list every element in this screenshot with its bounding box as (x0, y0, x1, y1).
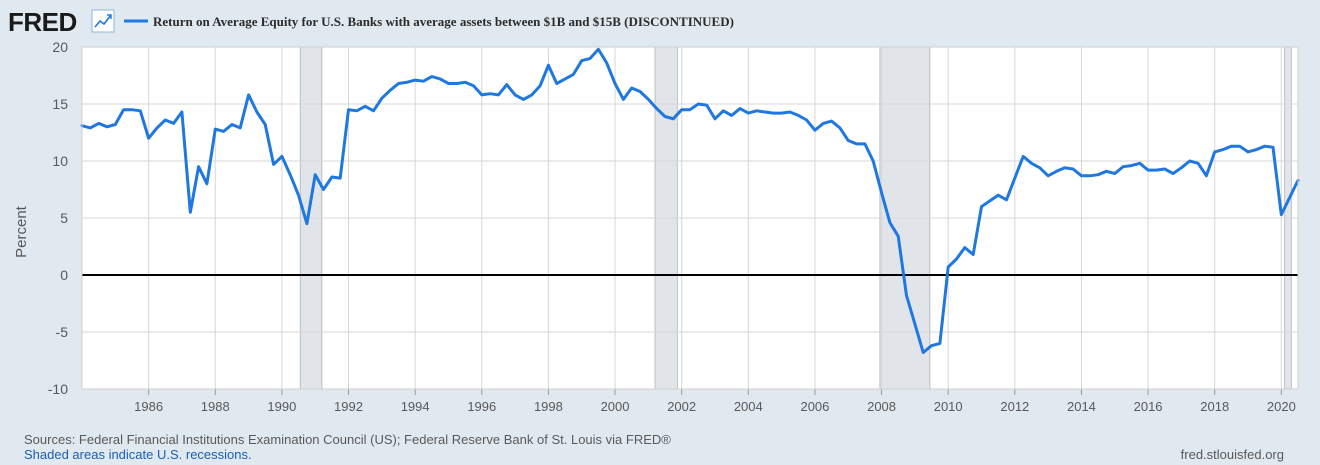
x-tick-label: 1986 (134, 399, 163, 414)
x-tick-label: 2004 (734, 399, 763, 414)
x-tick-label: 2000 (601, 399, 630, 414)
y-tick-label: 15 (52, 96, 68, 112)
x-tick-label: 2010 (934, 399, 963, 414)
site-link[interactable]: fred.stlouisfed.org (1180, 447, 1284, 462)
y-tick-label: -5 (56, 324, 69, 340)
x-tick-label: 1990 (267, 399, 296, 414)
y-axis-ticks: -10 -5 0 5 10 15 20 (48, 39, 68, 397)
y-axis-label: Percent (13, 205, 30, 258)
y-tick-label: 5 (60, 210, 68, 226)
x-tick-label: 2020 (1267, 399, 1296, 414)
plot-border (81, 46, 1299, 390)
x-tick-label: 2012 (1000, 399, 1029, 414)
x-tick-label: 2008 (867, 399, 896, 414)
x-tick-label: 1994 (401, 399, 430, 414)
x-tick-label: 1988 (201, 399, 230, 414)
sources-note: Sources: Federal Financial Institutions … (24, 432, 671, 447)
x-axis-ticks: 1986 1988 1990 1992 1994 1996 1998 2000 2002 2004… (134, 389, 1296, 414)
x-tick-label: 1992 (334, 399, 363, 414)
line-chart-icon (91, 9, 115, 33)
y-tick-label: 0 (60, 267, 68, 283)
x-tick-label: 2002 (667, 399, 696, 414)
y-tick-label: 10 (52, 153, 68, 169)
y-tick-label: -10 (48, 381, 68, 397)
x-tick-label: 2018 (1200, 399, 1229, 414)
recession-note[interactable]: Shaded areas indicate U.S. recessions. (24, 447, 252, 462)
x-tick-label: 1998 (534, 399, 563, 414)
y-tick-label: 20 (52, 39, 68, 55)
x-tick-label: 2016 (1134, 399, 1163, 414)
x-tick-label: 1996 (467, 399, 496, 414)
x-tick-label: 2006 (800, 399, 829, 414)
series-line[interactable] (80, 47, 1300, 354)
x-tick-label: 2014 (1067, 399, 1096, 414)
series-title: Return on Average Equity for U.S. Banks … (153, 14, 734, 29)
fred-logo[interactable]: FRED (8, 7, 77, 37)
chart: FRED Return on Average Equity for U.S. B… (8, 7, 1300, 414)
